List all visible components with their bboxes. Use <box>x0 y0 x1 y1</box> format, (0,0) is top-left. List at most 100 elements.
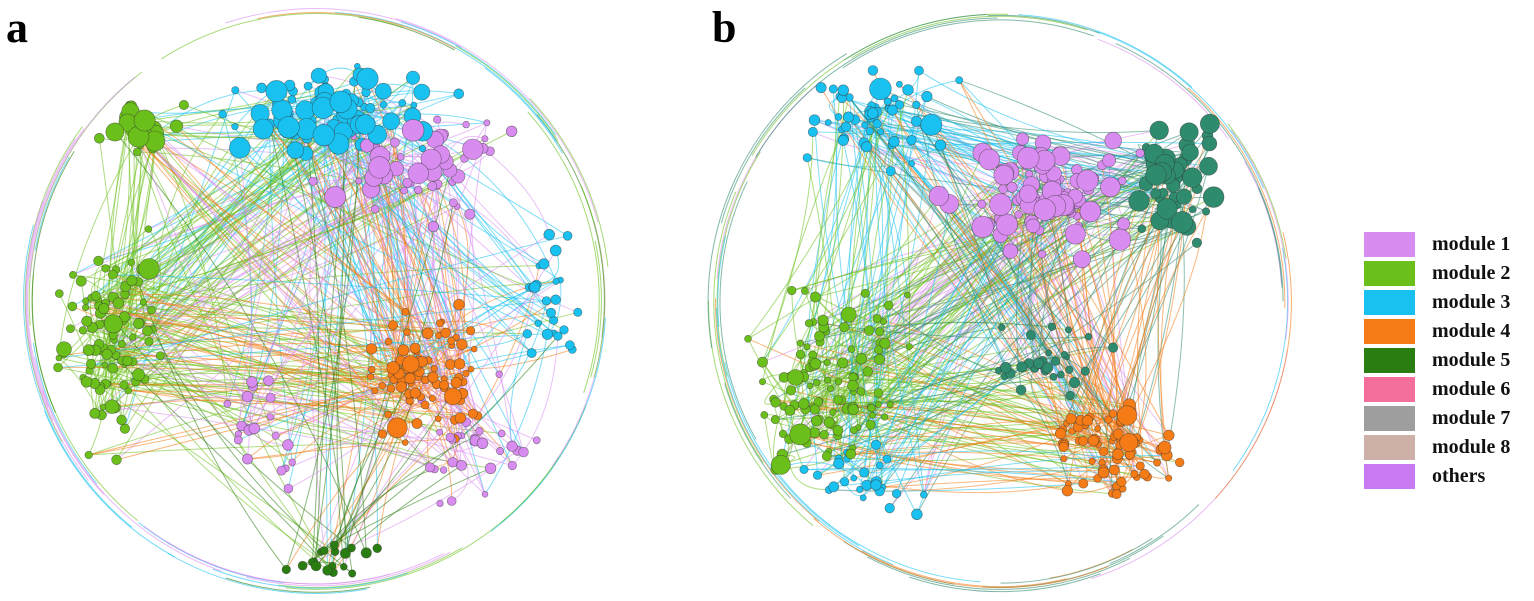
network-edge <box>719 181 757 440</box>
network-edge <box>1243 161 1282 284</box>
network-edge <box>1011 187 1120 442</box>
network-node <box>1100 176 1121 198</box>
panel-label-b: b <box>712 3 737 52</box>
network-node <box>374 82 392 100</box>
network-edge <box>167 553 368 594</box>
network-edge <box>845 126 1069 331</box>
network-edge <box>867 371 1180 463</box>
network-node <box>894 100 905 110</box>
network-node <box>265 392 276 403</box>
network-node <box>837 357 849 369</box>
network-node <box>855 353 867 365</box>
network-node <box>799 464 809 474</box>
network-edge <box>121 149 377 361</box>
network-node <box>1130 469 1139 478</box>
network-edge <box>451 181 513 447</box>
network-node <box>418 145 427 153</box>
network-node <box>223 399 232 408</box>
network-node <box>505 125 518 138</box>
network-edge <box>24 126 83 442</box>
network-node <box>823 359 831 367</box>
network-node <box>998 184 1008 194</box>
network-node <box>529 281 541 293</box>
network-node <box>829 408 837 416</box>
network-node <box>1149 120 1169 140</box>
network-node <box>812 378 821 387</box>
network-node <box>427 220 440 233</box>
network-node <box>107 269 118 280</box>
network-node <box>1179 122 1199 142</box>
network-node <box>355 114 376 135</box>
network-node <box>1199 157 1218 176</box>
network-node <box>1108 409 1118 418</box>
network-node <box>934 139 947 151</box>
network-node <box>348 569 357 578</box>
network-node <box>427 181 438 192</box>
network-edge <box>715 308 893 566</box>
network-node <box>401 439 409 446</box>
network-node <box>989 193 1012 216</box>
network-node <box>1102 153 1116 168</box>
network-node <box>266 413 274 421</box>
network-node <box>402 355 420 373</box>
network-node <box>545 307 556 318</box>
network-node <box>1182 167 1203 188</box>
network-node <box>850 474 858 482</box>
network-edge <box>800 322 1052 344</box>
network-node <box>428 394 437 402</box>
network-edge <box>866 556 1131 590</box>
network-edge <box>112 406 453 463</box>
network-node <box>875 461 884 470</box>
network-node <box>859 494 867 502</box>
network-node <box>475 427 484 436</box>
network-edge <box>225 577 371 593</box>
network-node <box>497 429 506 438</box>
network-edge <box>336 180 360 567</box>
network-node <box>562 231 573 241</box>
network-edge <box>888 108 1021 154</box>
network-edge <box>439 320 533 354</box>
network-edge <box>720 87 806 224</box>
network-node <box>1050 356 1061 366</box>
network-node <box>1087 435 1100 447</box>
network-edge <box>42 390 105 495</box>
network-node <box>1201 135 1218 152</box>
network-node <box>433 115 442 124</box>
network-node <box>308 176 318 186</box>
network-node <box>1099 446 1109 457</box>
legend-item-module-8: module 8 <box>1364 435 1524 460</box>
network-node <box>155 351 165 361</box>
network-edge <box>374 208 394 326</box>
network-node <box>865 127 874 136</box>
network-node <box>98 302 110 314</box>
network-edge <box>246 234 550 428</box>
network-node <box>139 298 147 306</box>
network-node <box>978 148 1000 171</box>
network-node <box>879 337 891 349</box>
network-node <box>812 470 823 480</box>
network-edge <box>409 377 513 466</box>
network-node <box>404 372 416 385</box>
network-node <box>409 342 421 354</box>
network-node <box>920 113 943 136</box>
network-node <box>808 114 821 126</box>
network-node <box>810 415 823 427</box>
network-node <box>795 349 806 360</box>
network-node <box>770 397 781 408</box>
network-node <box>401 307 410 316</box>
network-node <box>1084 333 1093 341</box>
network-edge <box>882 214 1019 488</box>
network-node <box>787 369 804 386</box>
network-node <box>456 459 467 471</box>
network-node <box>386 417 408 439</box>
network-node <box>1119 433 1139 452</box>
network-edge <box>140 145 255 429</box>
network-node <box>862 366 873 377</box>
network-node <box>439 466 448 474</box>
network-node <box>1025 330 1036 341</box>
network-edge <box>151 329 353 574</box>
network-node <box>789 423 812 446</box>
edge-layer <box>707 13 1292 593</box>
network-edge <box>245 551 451 587</box>
network-node <box>814 330 825 342</box>
